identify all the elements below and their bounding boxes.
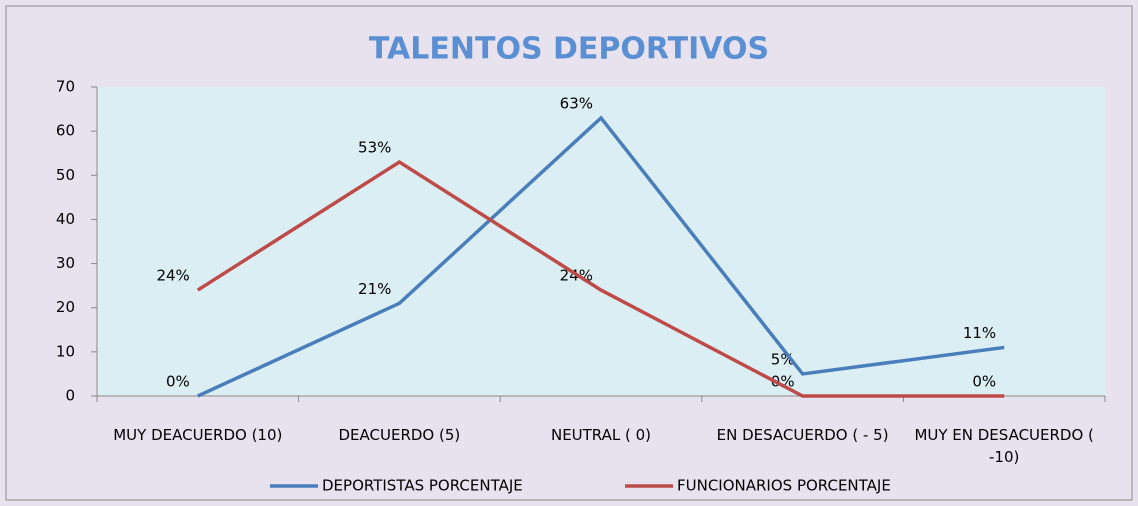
series-line	[196, 159, 1005, 398]
y-tick-label: 40	[56, 210, 75, 228]
y-tick-label: 60	[56, 122, 75, 140]
data-label: 21%	[358, 280, 391, 298]
y-tick-label: 0	[65, 387, 75, 405]
x-tick-label: MUY EN DESACUERDO ( -10)	[914, 426, 1094, 466]
series-line	[197, 115, 1005, 398]
x-tick-label: EN DESACUERDO ( - 5)	[716, 426, 889, 444]
x-tick-label: DEACUERDO (5)	[338, 426, 461, 444]
data-label: 53%	[358, 139, 391, 157]
y-tick-label: 30	[56, 254, 75, 272]
y-tick-label: 70	[56, 78, 75, 96]
y-tick-label: 10	[56, 342, 75, 360]
plot-area	[97, 87, 1105, 396]
legend-label: DEPORTISTAS PORCENTAJE	[322, 477, 523, 495]
data-label: 11%	[963, 324, 996, 342]
legend-label: FUNCIONARIOS PORCENTAJE	[677, 477, 891, 495]
x-tick-label: MUY DEACUERDO (10)	[113, 426, 283, 444]
y-tick-label: 50	[56, 166, 75, 184]
x-tick-label: NEUTRAL ( 0)	[550, 426, 652, 444]
data-label: 24%	[156, 267, 189, 285]
chart-border	[5, 5, 1133, 501]
data-label: 0%	[972, 373, 996, 391]
data-label: 63%	[560, 94, 593, 112]
data-label: 0%	[771, 373, 795, 391]
y-tick-label: 20	[56, 298, 75, 316]
data-label: 0%	[166, 373, 190, 391]
chart-title: TALENTOS DEPORTIVOS	[369, 32, 769, 67]
